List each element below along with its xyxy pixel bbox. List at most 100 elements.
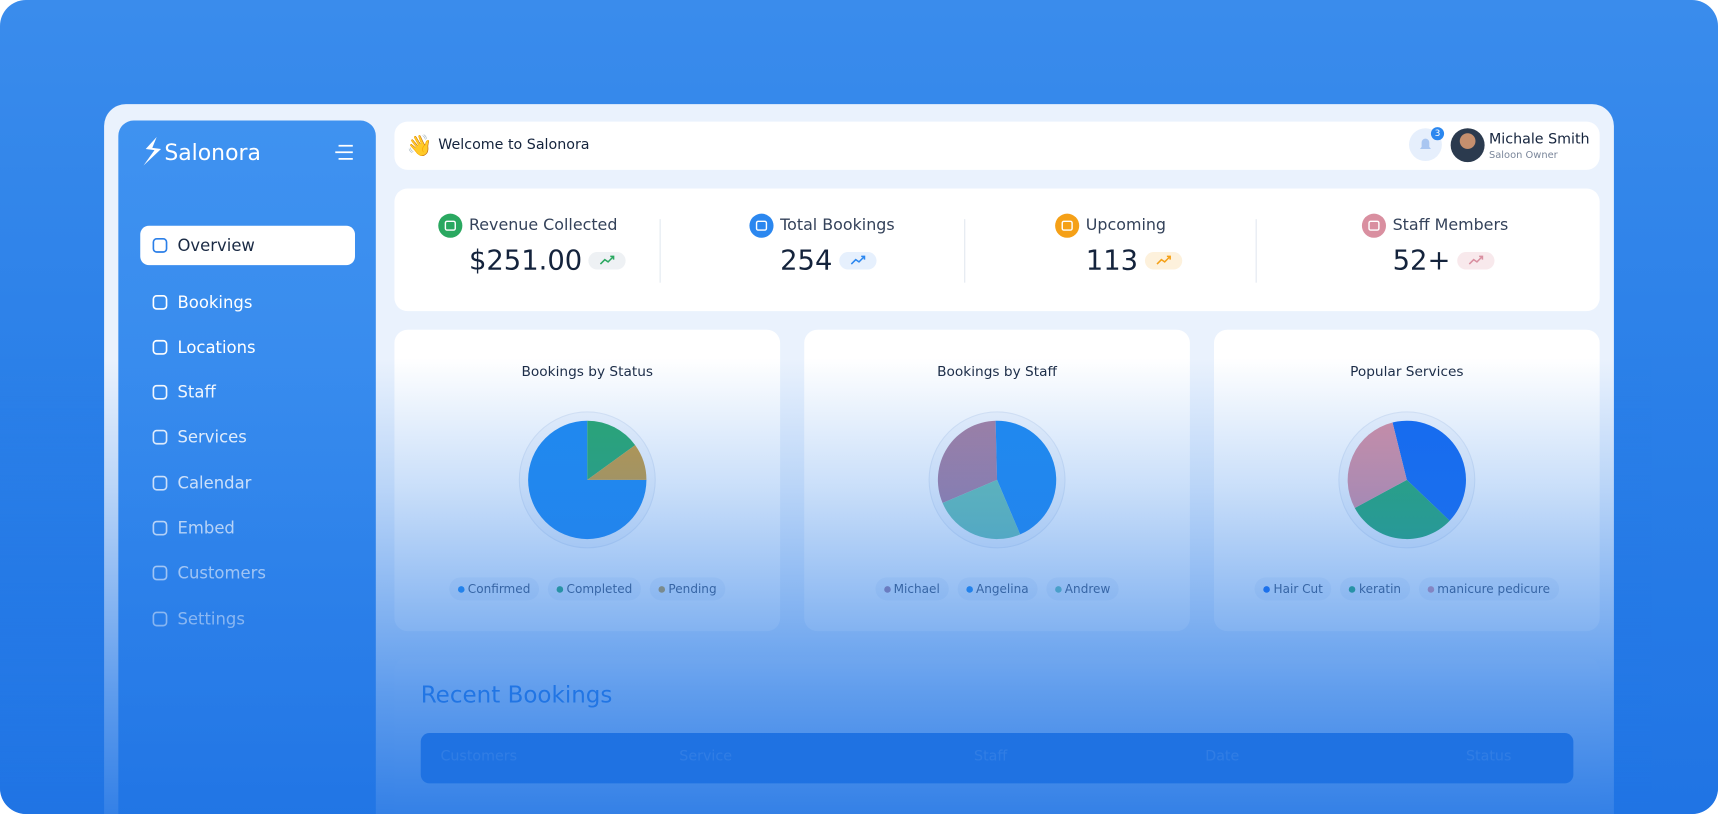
menu-label: Embed	[177, 518, 235, 538]
legend-label: Confirmed	[467, 581, 531, 597]
menu-icon	[152, 238, 168, 253]
legend-dot	[883, 585, 891, 593]
brand-name: Salonora	[164, 139, 261, 166]
trend-icon	[600, 255, 615, 265]
trend-icon	[1156, 255, 1171, 265]
trend-line	[850, 255, 865, 265]
user-name: Michale Smith	[1489, 131, 1590, 148]
icon-shape	[1061, 220, 1073, 231]
stat: Total Bookings 254	[749, 213, 895, 277]
menu-item[interactable]: Embed	[140, 508, 355, 547]
legend-item[interactable]: Michael	[875, 577, 949, 601]
legend-item[interactable]: Completed	[547, 577, 642, 601]
icon	[755, 220, 768, 231]
menu-item[interactable]: Calendar	[140, 463, 355, 502]
stat-label: Total Bookings	[780, 216, 895, 235]
stat-value-row: $251.00	[468, 244, 627, 277]
legend: Confirmed Completed Pending	[394, 577, 780, 601]
legend-item[interactable]: manicure pedicure	[1418, 577, 1559, 601]
menu-label: Customers	[177, 563, 266, 583]
stat-value-row: 113	[1086, 244, 1182, 276]
stat-label-row: Upcoming	[1055, 213, 1182, 238]
user-role: Saloon Owner	[1489, 150, 1558, 162]
stat-label: Revenue Collected	[468, 216, 618, 235]
stat-label-row: Revenue Collected	[438, 213, 626, 238]
menu-item[interactable]: Settings	[140, 599, 355, 638]
legend: Michael Angelina Andrew	[804, 577, 1190, 601]
menu-item[interactable]: Staff	[140, 373, 355, 412]
legend-item[interactable]: Hair Cut	[1254, 577, 1332, 601]
legend-dot	[556, 585, 564, 593]
column-header: Staff	[974, 748, 1008, 765]
icon	[444, 220, 456, 231]
wave-icon: 👋	[406, 133, 433, 158]
trend-badge	[1144, 251, 1182, 269]
stat-icon	[749, 213, 774, 238]
stat-icon	[1055, 213, 1080, 238]
menu-icon	[152, 339, 168, 355]
legend-item[interactable]: Andrew	[1046, 577, 1120, 601]
legend-dot	[658, 585, 666, 593]
stat: Upcoming 113	[1055, 213, 1182, 276]
menu-item[interactable]: Services	[140, 417, 355, 456]
trend-badge	[1456, 251, 1495, 269]
chart-title: Popular Services	[1350, 362, 1464, 380]
icon-shape	[152, 238, 168, 253]
icon-shape	[152, 384, 168, 400]
legend-dot	[457, 585, 465, 593]
legend-dot	[1054, 585, 1062, 593]
avatar[interactable]	[1450, 128, 1485, 163]
menu-toggle[interactable]	[334, 144, 354, 162]
stat: Revenue Collected $251.00	[438, 213, 627, 277]
trend-icon	[850, 255, 865, 265]
welcome-text: Welcome to Salonora	[438, 136, 590, 154]
menu-label: Staff	[177, 382, 216, 403]
menu-icon	[152, 384, 168, 400]
legend-dot	[1427, 585, 1434, 593]
menu-icon	[152, 520, 168, 536]
icon-shape	[444, 220, 456, 231]
pie-chart	[1338, 411, 1476, 549]
stat-label: Staff Members	[1392, 216, 1509, 235]
chart-title: Bookings by Status	[521, 362, 654, 380]
legend-label: Andrew	[1064, 581, 1111, 597]
stat-value: $251.00	[468, 244, 583, 277]
stat-value: 52+	[1392, 244, 1451, 277]
menu-item[interactable]: Customers	[140, 553, 355, 592]
chart-title: Bookings by Staff	[937, 362, 1057, 380]
divider	[659, 219, 661, 283]
stat-label-row: Total Bookings	[749, 213, 895, 238]
legend-label: Pending	[668, 581, 717, 597]
legend-label: manicure pedicure	[1437, 581, 1550, 597]
icon-shape	[152, 339, 168, 355]
stat-icon	[438, 213, 463, 238]
legend: Hair Cut keratin manicure pedicure	[1214, 577, 1600, 601]
divider	[1255, 219, 1257, 283]
legend-label: Completed	[566, 581, 633, 597]
menu-icon	[152, 295, 168, 310]
menu-item[interactable]: Bookings	[140, 283, 355, 322]
menu-icon	[152, 611, 168, 627]
legend-label: Michael	[893, 581, 940, 597]
legend-label: keratin	[1359, 581, 1402, 597]
legend-item[interactable]: Pending	[649, 577, 726, 601]
stat-icon	[1361, 213, 1387, 238]
legend-item[interactable]: Angelina	[957, 577, 1038, 601]
icon	[1368, 220, 1380, 231]
legend-label: Angelina	[975, 581, 1029, 597]
trend-line	[1468, 255, 1483, 265]
stat-value: 254	[780, 244, 833, 277]
trend-icon	[1468, 255, 1483, 265]
icon-shape	[152, 611, 168, 627]
menu-label: Settings	[177, 609, 245, 629]
menu-label: Bookings	[177, 292, 253, 313]
menu-icon	[152, 429, 168, 445]
menu-item[interactable]: Locations	[140, 328, 355, 367]
menu-item[interactable]: Overview	[140, 225, 355, 266]
legend-dot	[1349, 585, 1356, 593]
icon-shape	[152, 475, 168, 491]
legend-item[interactable]: Confirmed	[449, 577, 540, 601]
legend-item[interactable]: keratin	[1340, 577, 1410, 601]
trend-line	[600, 255, 615, 265]
stat: Staff Members 52+	[1361, 213, 1509, 277]
